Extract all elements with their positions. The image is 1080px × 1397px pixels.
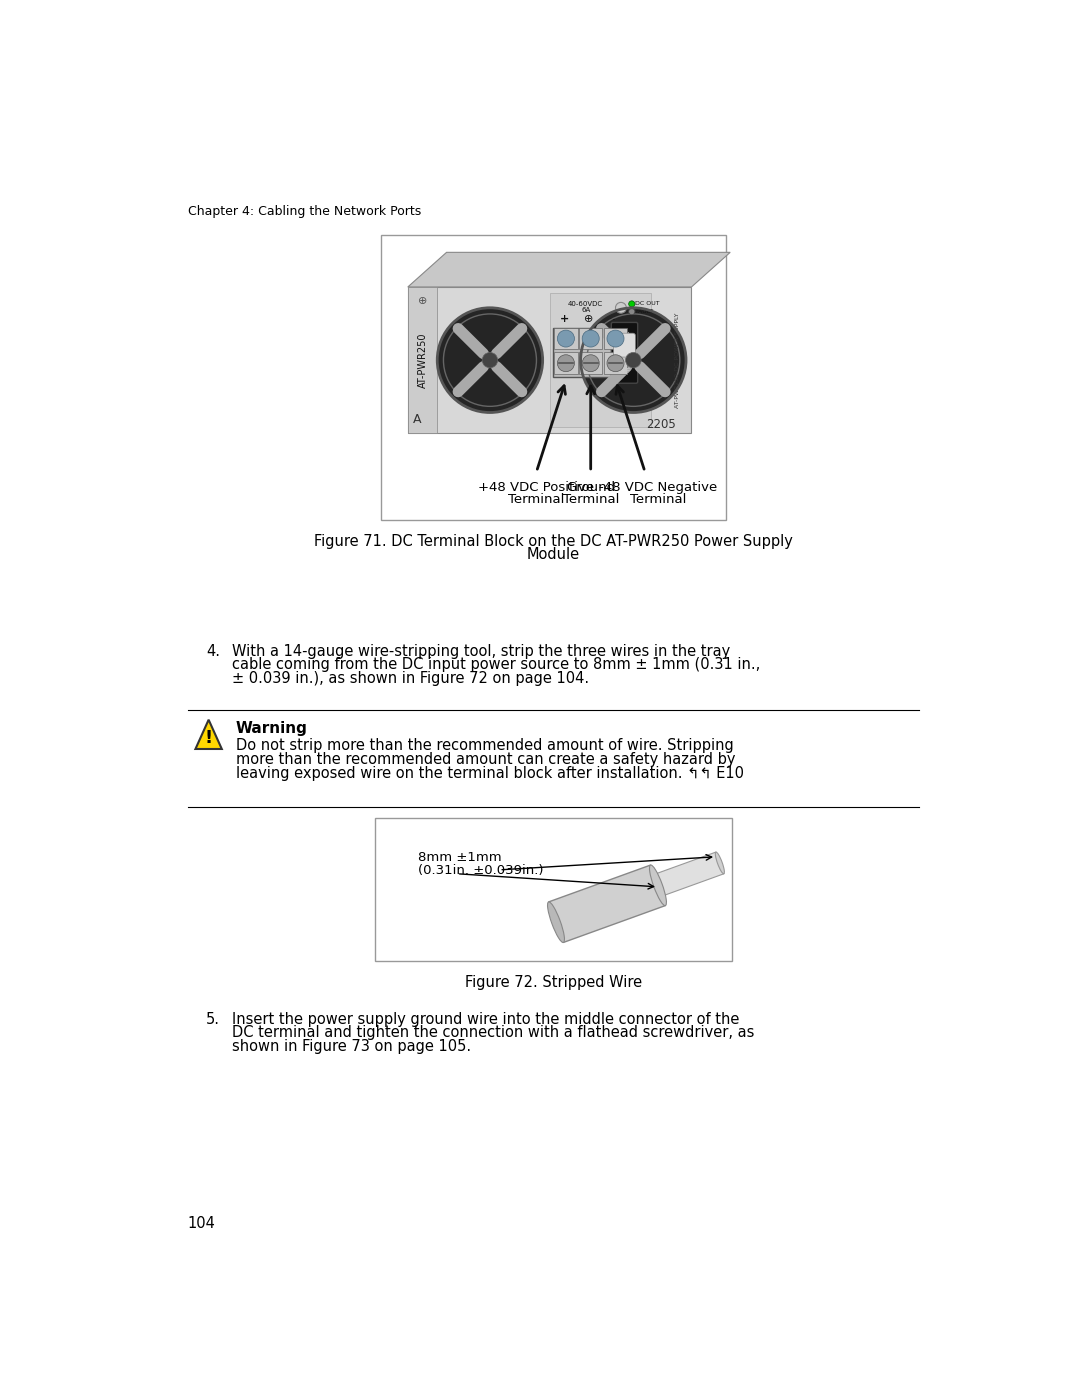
Bar	[554, 328, 578, 349]
Text: Module: Module	[527, 548, 580, 562]
Text: Warning: Warning	[235, 721, 308, 736]
Text: 6A: 6A	[581, 307, 591, 313]
Bar	[408, 286, 691, 433]
Text: +: +	[559, 314, 569, 324]
Text: Terminal: Terminal	[563, 493, 619, 506]
Ellipse shape	[548, 902, 565, 943]
Text: DC OUT: DC OUT	[635, 302, 660, 306]
Circle shape	[629, 309, 635, 314]
Circle shape	[607, 330, 624, 346]
Bar	[554, 352, 578, 374]
Polygon shape	[549, 865, 665, 943]
Ellipse shape	[649, 865, 666, 905]
Text: -48 VDC Negative: -48 VDC Negative	[599, 481, 717, 495]
Ellipse shape	[715, 852, 725, 873]
Text: !: !	[204, 729, 213, 747]
Text: ON: ON	[619, 331, 630, 338]
Text: Terminal: Terminal	[509, 493, 565, 506]
Text: 40-60VDC: 40-60VDC	[568, 300, 604, 307]
Text: Insert the power supply ground wire into the middle connector of the: Insert the power supply ground wire into…	[232, 1011, 739, 1027]
Bar	[408, 286, 437, 433]
Text: +48 VDC Positive: +48 VDC Positive	[478, 481, 594, 495]
Text: FAULT: FAULT	[635, 309, 653, 314]
Text: Ground: Ground	[566, 481, 616, 495]
FancyBboxPatch shape	[611, 323, 637, 383]
Text: ± 0.039 in.), as shown in Figure 72 on page 104.: ± 0.039 in.), as shown in Figure 72 on p…	[232, 671, 589, 686]
Text: A: A	[413, 414, 421, 426]
Bar	[375, 819, 732, 961]
Text: 4.: 4.	[206, 644, 220, 658]
Circle shape	[607, 355, 624, 372]
Bar	[579, 352, 603, 374]
Circle shape	[582, 355, 599, 372]
Circle shape	[616, 302, 626, 313]
Circle shape	[557, 355, 575, 372]
Circle shape	[482, 352, 498, 367]
Bar	[604, 328, 627, 349]
Text: Figure 71. DC Terminal Block on the DC AT-PWR250 Power Supply: Figure 71. DC Terminal Block on the DC A…	[314, 534, 793, 549]
Circle shape	[629, 300, 635, 307]
Bar	[381, 236, 726, 520]
Bar	[553, 328, 629, 377]
Text: AT-PWR250: AT-PWR250	[418, 332, 428, 388]
Text: Figure 72. Stripped Wire: Figure 72. Stripped Wire	[464, 975, 643, 989]
Text: more than the recommended amount can create a safety hazard by: more than the recommended amount can cre…	[235, 752, 735, 767]
Text: leaving exposed wire on the terminal block after installation. ↰↰ E10: leaving exposed wire on the terminal blo…	[235, 766, 744, 781]
Text: OFF: OFF	[618, 367, 631, 374]
Circle shape	[557, 330, 575, 346]
Text: Terminal: Terminal	[630, 493, 686, 506]
Bar	[551, 293, 651, 427]
Text: Chapter 4: Cabling the Network Ports: Chapter 4: Cabling the Network Ports	[188, 204, 421, 218]
Bar	[579, 328, 603, 349]
Polygon shape	[408, 253, 730, 286]
FancyBboxPatch shape	[613, 334, 635, 358]
Text: 8mm ±1mm: 8mm ±1mm	[418, 851, 501, 863]
Circle shape	[437, 307, 542, 412]
Text: ⊕: ⊕	[418, 296, 428, 306]
Text: DC terminal and tighten the connection with a flathead screwdriver, as: DC terminal and tighten the connection w…	[232, 1025, 754, 1041]
Circle shape	[582, 330, 599, 346]
Polygon shape	[654, 852, 724, 897]
Text: 2205: 2205	[646, 418, 676, 430]
Text: 5.: 5.	[206, 1011, 220, 1027]
Circle shape	[581, 307, 686, 412]
Text: 104: 104	[188, 1217, 216, 1231]
Text: With a 14-gauge wire-stripping tool, strip the three wires in the tray: With a 14-gauge wire-stripping tool, str…	[232, 644, 730, 658]
Text: Do not strip more than the recommended amount of wire. Stripping: Do not strip more than the recommended a…	[235, 738, 733, 753]
Bar	[604, 352, 627, 374]
Polygon shape	[195, 719, 221, 749]
Circle shape	[625, 352, 642, 367]
Text: AT-PWR250-DC POWER SUPPLY: AT-PWR250-DC POWER SUPPLY	[675, 313, 680, 408]
Text: ⊕: ⊕	[584, 314, 594, 324]
Text: shown in Figure 73 on page 105.: shown in Figure 73 on page 105.	[232, 1039, 471, 1055]
Text: -: -	[610, 313, 615, 326]
Text: cable coming from the DC input power source to 8mm ± 1mm (0.31 in.,: cable coming from the DC input power sou…	[232, 658, 760, 672]
Text: (0.31in. ±0.039in.): (0.31in. ±0.039in.)	[418, 863, 543, 877]
